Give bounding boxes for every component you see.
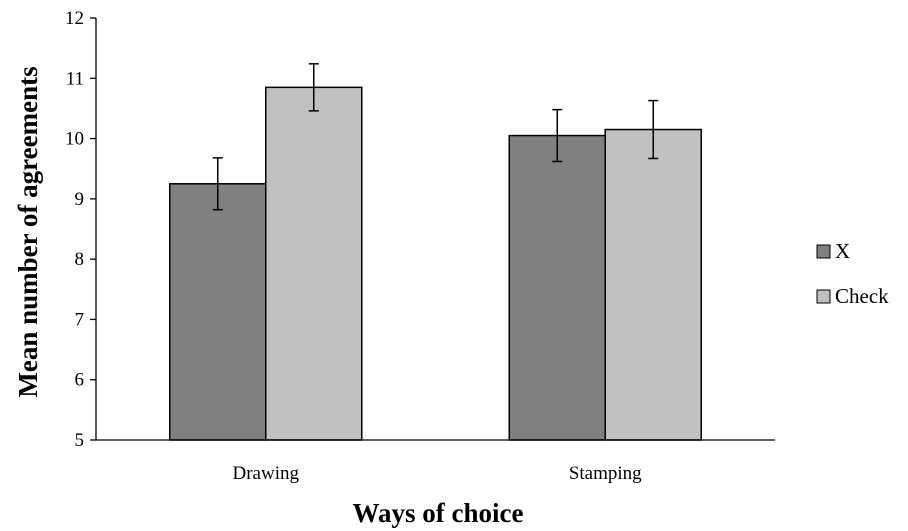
category-label: Stamping [569,463,642,484]
axes-group [95,18,775,441]
y-tick-label: 10 [65,129,84,150]
y-tick-label: 6 [75,370,85,391]
y-axis-title: Mean number of agreements [13,66,43,397]
y-tick-label: 7 [75,309,85,330]
bar [508,134,606,441]
error-bars-group [212,63,659,211]
bars-group [169,86,702,441]
legend: X Check [816,239,889,308]
y-tick-label: 9 [75,189,85,210]
bar [604,128,702,441]
legend-swatch [816,289,831,304]
category-label: Drawing [233,463,300,484]
y-tick-label: 12 [65,8,84,29]
x-axis-title: Ways of choice [353,498,524,528]
y-tick-label: 5 [75,430,85,451]
legend-label: X [835,239,850,263]
y-tick-label: 8 [75,249,85,270]
y-axis-ticks: 5 6 7 8 9 10 11 12 [65,8,96,451]
bar [169,183,267,441]
category-labels: Drawing Stamping [233,463,643,484]
legend-swatch [816,244,831,259]
y-tick-label: 11 [66,68,84,89]
legend-label: Check [835,284,889,308]
bar [265,86,363,441]
